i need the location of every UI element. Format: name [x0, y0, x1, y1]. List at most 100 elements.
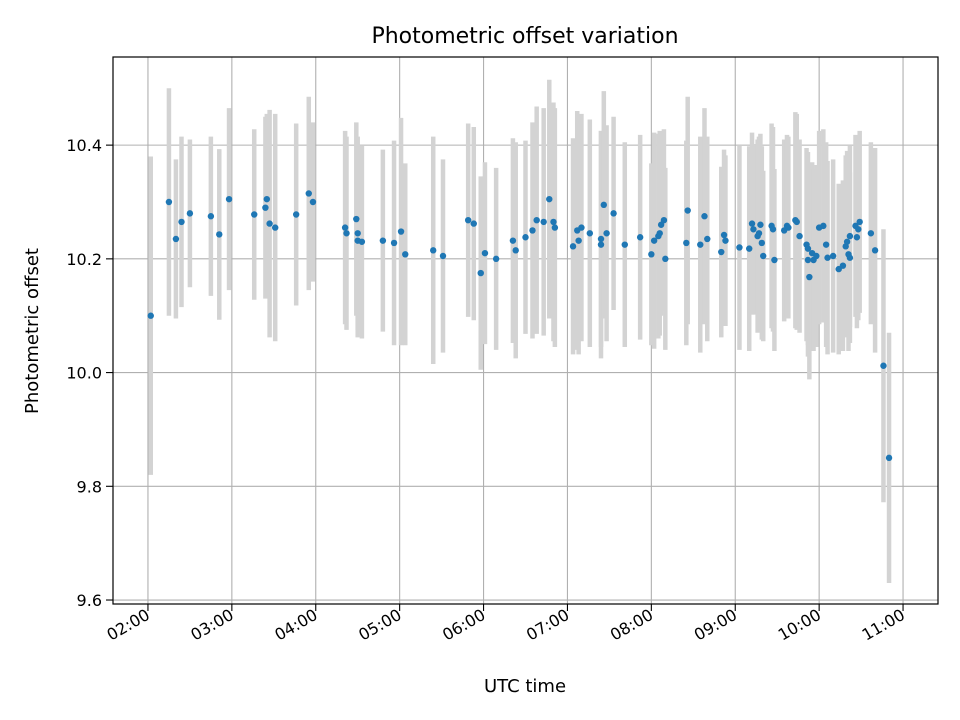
data-point [806, 273, 813, 281]
data-point [822, 241, 830, 248]
data-point [853, 234, 861, 241]
data-point [867, 230, 875, 237]
y-tick-label: 10.2 [66, 250, 102, 269]
data-point [550, 218, 557, 226]
data-point [846, 232, 854, 240]
data-point [397, 228, 405, 235]
x-tick-label: 06:00 [439, 605, 488, 645]
data-point [341, 224, 349, 231]
data-point [225, 195, 233, 203]
data-point [512, 247, 519, 254]
data-point [597, 241, 605, 248]
data-point [885, 454, 893, 462]
data-point [569, 243, 577, 250]
data-point [262, 204, 269, 211]
data-point [575, 237, 582, 244]
x-axis: 02:00 03:00 04:00 05:00 06:00 07:00 08:00 09:00… [104, 604, 908, 645]
x-tick-label: 11:00 [859, 605, 908, 645]
data-point [750, 226, 757, 233]
data-point [216, 231, 223, 238]
data-point [597, 235, 605, 243]
data-point [684, 207, 691, 214]
x-tick-label: 03:00 [187, 605, 236, 645]
data-point [600, 201, 608, 209]
data-point [755, 230, 763, 237]
data-point [804, 245, 812, 252]
x-axis-label: UTC time [484, 676, 566, 697]
data-point [771, 256, 778, 264]
data-point [272, 224, 279, 231]
x-tick-label: 04:00 [271, 605, 320, 645]
data-point [846, 254, 854, 261]
data-points [147, 190, 893, 462]
data-point [251, 211, 258, 218]
data-point [697, 241, 704, 248]
data-point [871, 247, 879, 254]
data-point [880, 362, 887, 369]
data-point [603, 230, 610, 237]
data-point [551, 224, 559, 231]
data-point [796, 232, 803, 240]
data-point [839, 262, 847, 269]
data-point [757, 221, 764, 228]
data-point [379, 237, 387, 244]
x-tick-label: 07:00 [523, 605, 572, 645]
data-point [147, 312, 154, 319]
y-axis-label: Photometric offset [22, 248, 43, 414]
data-point [165, 198, 173, 206]
chart-title: Photometric offset variation [371, 24, 678, 49]
data-point [263, 195, 271, 203]
data-point [305, 190, 312, 197]
x-tick-label: 02:00 [104, 605, 153, 645]
data-point [266, 220, 273, 227]
data-point [358, 238, 366, 245]
data-point [610, 210, 617, 217]
data-point [718, 248, 725, 256]
data-point [529, 227, 536, 234]
data-point [648, 251, 655, 258]
data-point [546, 195, 553, 203]
data-point [464, 216, 472, 224]
data-point [390, 239, 398, 247]
data-point [804, 256, 812, 264]
data-point [769, 226, 777, 233]
data-point [722, 237, 729, 244]
data-point [720, 231, 728, 239]
data-point [578, 224, 585, 231]
data-point [856, 218, 863, 226]
data-point [760, 252, 767, 260]
data-point [683, 239, 690, 247]
data-point [470, 220, 477, 227]
data-point [748, 220, 756, 227]
data-point [172, 235, 180, 243]
data-point [292, 211, 300, 218]
data-point [636, 234, 644, 241]
data-point [477, 269, 484, 277]
data-point [662, 255, 669, 263]
data-point [660, 216, 668, 224]
data-point [736, 244, 743, 251]
y-tick-label: 9.8 [77, 477, 102, 496]
data-point [353, 215, 360, 223]
data-point [343, 230, 350, 237]
data-point [746, 245, 753, 252]
data-point [178, 218, 185, 226]
data-point [540, 218, 547, 226]
data-point [481, 249, 489, 257]
data-point [522, 234, 529, 241]
data-point [820, 222, 827, 230]
data-point [704, 235, 711, 243]
data-point [621, 241, 628, 248]
x-tick-label: 09:00 [691, 605, 740, 645]
data-point [785, 224, 792, 231]
data-point [813, 252, 820, 260]
y-tick-label: 10.4 [66, 136, 102, 155]
data-point [309, 198, 317, 206]
data-point [186, 210, 194, 217]
x-tick-label: 05:00 [355, 605, 404, 645]
data-point [586, 230, 594, 237]
data-point [824, 254, 831, 261]
error-bars [148, 79, 892, 583]
x-tick-label: 10:00 [775, 605, 824, 645]
